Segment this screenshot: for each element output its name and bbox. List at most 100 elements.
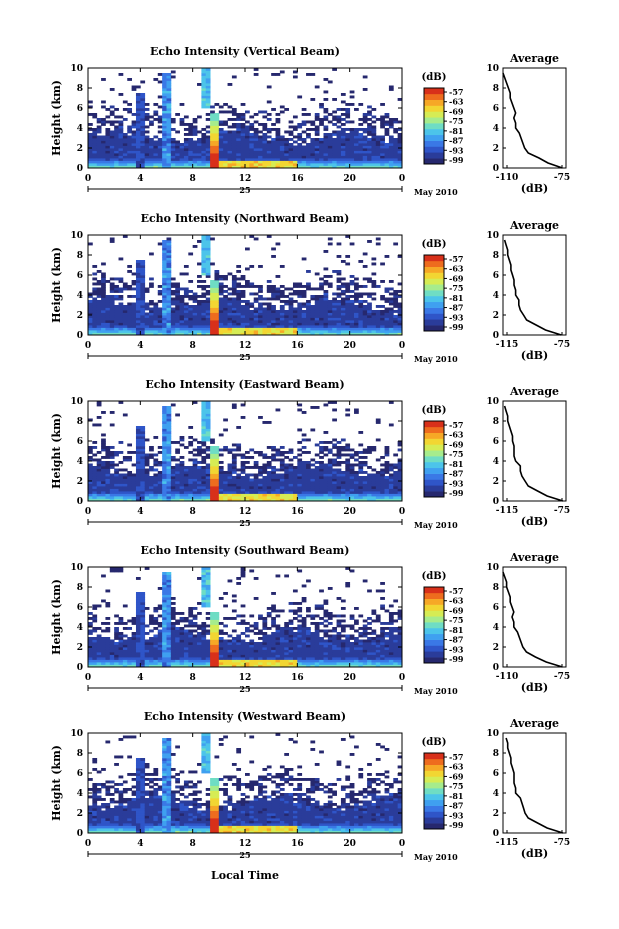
heatmap-cell	[384, 297, 390, 301]
heatmap-cell	[205, 265, 211, 268]
heatmap-cell	[118, 483, 124, 487]
heatmap-cell	[170, 473, 176, 477]
heatmap-cell	[201, 133, 207, 136]
heatmap-cell	[166, 451, 172, 454]
heatmap-cell	[223, 493, 228, 497]
heatmap-cell	[375, 478, 381, 482]
heatmap-cell	[231, 312, 237, 316]
colorbar-swatch	[424, 426, 444, 433]
heatmap-cell	[236, 322, 242, 326]
heatmap-cell	[231, 302, 237, 306]
heatmap-cell	[275, 312, 281, 316]
heatmap-cell	[236, 483, 242, 487]
heatmap-cell	[314, 471, 320, 474]
y-axis-label: Height (km)	[50, 413, 63, 489]
heatmap-cell	[240, 103, 246, 106]
heatmap-cell	[166, 647, 172, 650]
heatmap-cell	[253, 148, 259, 151]
colorbar-swatch	[424, 272, 444, 279]
heatmap-cell	[162, 443, 167, 447]
heatmap-cell	[135, 498, 141, 502]
heatmap-cell	[135, 468, 141, 472]
heatmap-cell	[245, 488, 250, 492]
heatmap-cell	[358, 150, 364, 154]
heatmap-cell	[88, 123, 93, 126]
heatmap-cell	[240, 115, 246, 119]
heatmap-cell	[336, 320, 342, 323]
heatmap-cell	[380, 493, 385, 497]
heatmap-cell	[301, 148, 307, 151]
heatmap-cell	[96, 642, 102, 645]
heatmap-cell	[210, 115, 215, 119]
heatmap-cell	[122, 488, 128, 492]
heatmap-cell	[397, 98, 403, 101]
heatmap-cell	[144, 642, 150, 645]
heatmap-cell	[88, 325, 93, 328]
heatmap-cell	[201, 140, 207, 144]
heatmap-cell	[105, 488, 111, 492]
heatmap-cell	[345, 408, 351, 412]
heatmap-cell	[332, 163, 337, 166]
heatmap-cell	[162, 287, 167, 291]
heatmap-cell	[157, 496, 163, 499]
heatmap-cell	[332, 483, 337, 487]
heatmap-cell	[275, 118, 281, 121]
heatmap-cell	[227, 138, 233, 141]
heatmap-cell	[306, 160, 311, 164]
heatmap-cell	[140, 148, 146, 151]
heatmap-cell	[205, 486, 211, 489]
heatmap-cell	[88, 642, 93, 645]
heatmap-cell	[297, 165, 303, 169]
heatmap-cell	[205, 118, 211, 121]
heatmap-cell	[157, 330, 163, 333]
heatmap-cell	[131, 662, 137, 665]
heatmap-cell	[144, 160, 150, 164]
heatmap-cell	[284, 451, 290, 454]
heatmap-cell	[131, 488, 137, 492]
heatmap-cell	[362, 317, 368, 321]
heatmap-cell	[122, 476, 128, 479]
heatmap-cell	[101, 292, 106, 296]
heatmap-cell	[140, 330, 146, 333]
heatmap-cell	[114, 140, 119, 144]
heatmap-cell	[114, 285, 119, 288]
heatmap-cell	[96, 163, 102, 166]
heatmap-cell	[279, 155, 285, 159]
heatmap-cell	[292, 285, 298, 288]
heatmap-cell	[205, 453, 211, 457]
heatmap-cell	[162, 438, 167, 442]
heatmap-cell	[301, 295, 307, 298]
heatmap-cell	[131, 654, 137, 658]
heatmap-cell	[162, 622, 167, 625]
heatmap-cell	[201, 448, 207, 452]
heatmap-cell	[201, 90, 207, 94]
heatmap-cell	[101, 302, 106, 306]
heatmap-cell	[393, 496, 399, 499]
heatmap-cell	[144, 483, 150, 487]
heatmap-cell	[88, 488, 93, 492]
heatmap-cell	[292, 493, 298, 497]
heatmap-cell	[240, 481, 246, 484]
heatmap-cell	[323, 145, 329, 149]
heatmap-cell	[205, 140, 211, 144]
heatmap-cell	[231, 471, 237, 474]
heatmap-cell	[101, 262, 106, 266]
heatmap-cell	[162, 240, 167, 243]
heatmap-cell	[227, 302, 233, 306]
heatmap-cell	[101, 476, 106, 479]
heatmap-cell	[157, 488, 163, 492]
heatmap-cell	[323, 325, 329, 328]
heatmap-cell	[397, 160, 403, 164]
heatmap-cell	[349, 471, 355, 474]
heatmap-cell	[127, 491, 133, 494]
heatmap-cell	[210, 128, 215, 131]
heatmap-cell	[179, 473, 185, 477]
heatmap-cell	[140, 282, 146, 286]
heatmap-cell	[371, 158, 377, 161]
heatmap-cell	[131, 120, 137, 124]
heatmap-cell	[127, 322, 133, 326]
heatmap-cell	[201, 411, 207, 414]
heatmap-cell	[96, 295, 102, 298]
heatmap-cell	[127, 478, 133, 482]
heatmap-cell	[275, 327, 281, 331]
